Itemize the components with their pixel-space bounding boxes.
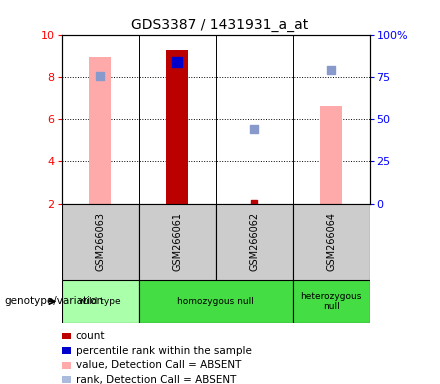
- Text: rank, Detection Call = ABSENT: rank, Detection Call = ABSENT: [76, 375, 236, 384]
- Bar: [139, 280, 293, 323]
- Point: [251, 126, 258, 132]
- Text: GSM266064: GSM266064: [326, 212, 336, 271]
- Bar: [62, 347, 71, 354]
- Text: percentile rank within the sample: percentile rank within the sample: [76, 346, 252, 356]
- Bar: [62, 333, 71, 339]
- Text: GDS3387 / 1431931_a_at: GDS3387 / 1431931_a_at: [132, 18, 308, 32]
- Bar: [320, 106, 342, 204]
- Text: value, Detection Call = ABSENT: value, Detection Call = ABSENT: [76, 360, 241, 370]
- Bar: [62, 362, 71, 369]
- Bar: [216, 204, 293, 280]
- Point: [327, 68, 335, 74]
- Point: [251, 200, 258, 206]
- Text: GSM266062: GSM266062: [249, 212, 259, 271]
- Text: genotype/variation: genotype/variation: [4, 296, 103, 306]
- Text: homozygous null: homozygous null: [177, 297, 254, 306]
- Text: heterozygous
null: heterozygous null: [301, 292, 362, 311]
- Text: GSM266061: GSM266061: [172, 212, 182, 271]
- Bar: [293, 280, 370, 323]
- Text: wild type: wild type: [79, 297, 121, 306]
- Bar: [139, 204, 216, 280]
- Text: GSM266063: GSM266063: [95, 212, 105, 271]
- Point: [173, 58, 181, 65]
- Text: count: count: [76, 331, 105, 341]
- Bar: [166, 50, 188, 204]
- Bar: [62, 280, 139, 323]
- Bar: [62, 376, 71, 383]
- Bar: [89, 57, 111, 204]
- Point: [97, 73, 104, 79]
- Bar: [293, 204, 370, 280]
- Bar: [62, 204, 139, 280]
